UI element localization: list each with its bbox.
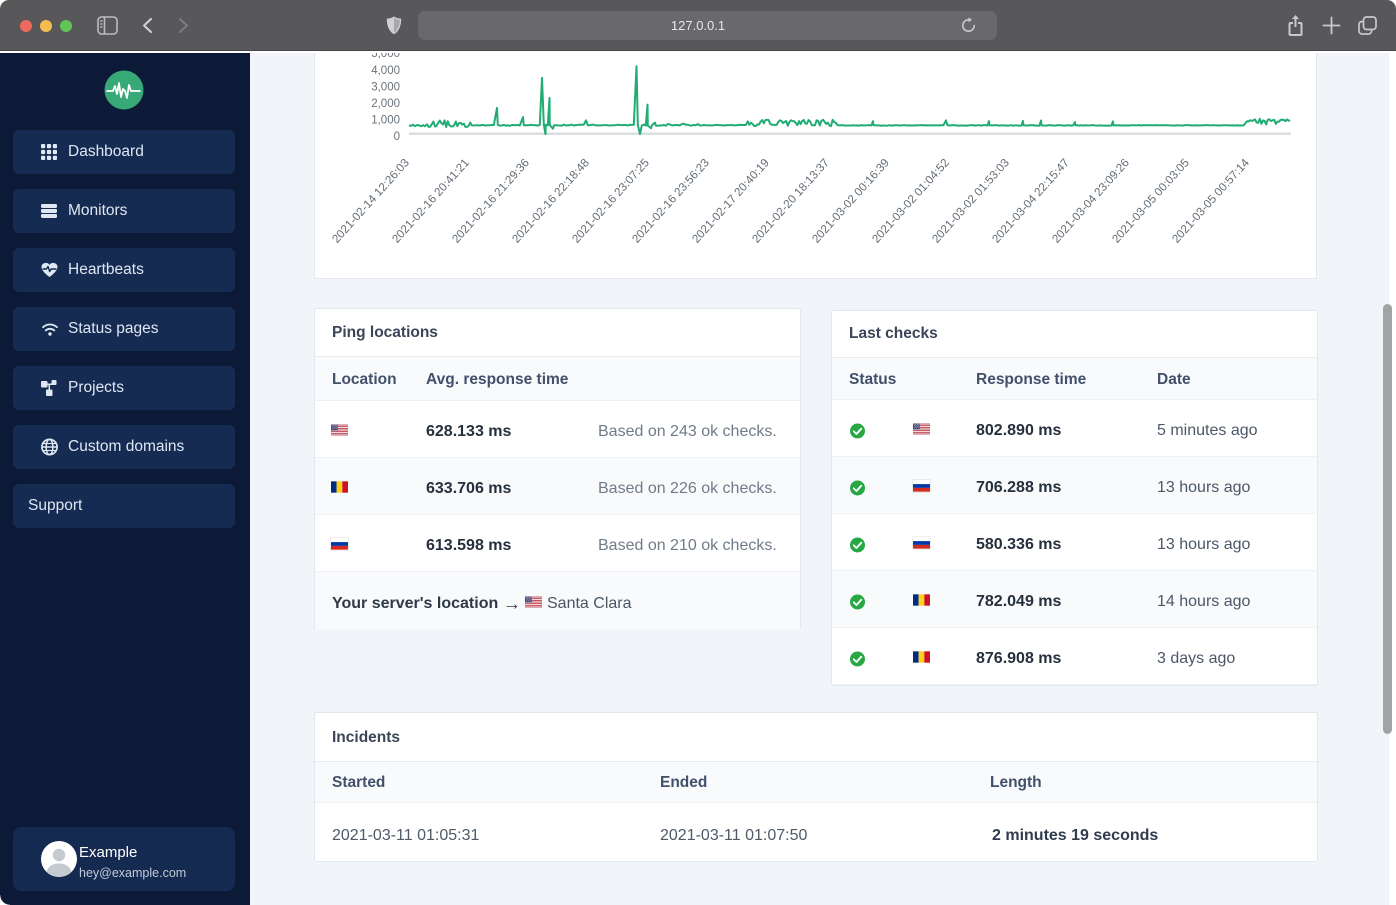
svg-text:4,000: 4,000 — [371, 65, 400, 77]
svg-text:5,000: 5,000 — [371, 51, 400, 60]
svg-text:1,000: 1,000 — [371, 115, 400, 127]
svg-text:2,000: 2,000 — [371, 98, 400, 110]
svg-text:0: 0 — [394, 131, 400, 143]
svg-text:3,000: 3,000 — [371, 81, 400, 93]
